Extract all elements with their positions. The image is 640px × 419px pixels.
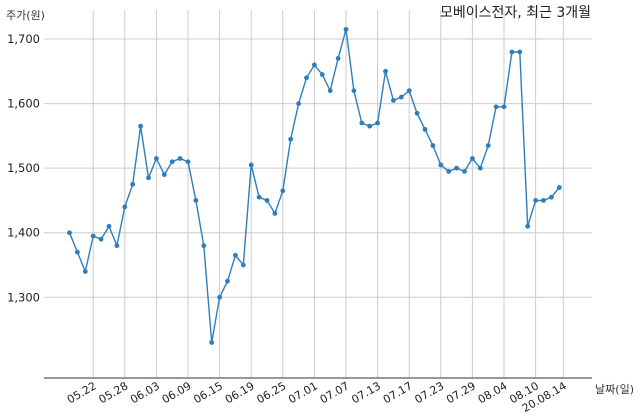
data-point	[272, 210, 278, 216]
data-point	[288, 136, 294, 142]
data-point	[161, 172, 167, 178]
data-point	[122, 204, 128, 210]
x-tick-label: 07.23	[413, 379, 447, 406]
data-point	[280, 188, 286, 194]
vertical-gridlines	[92, 10, 564, 378]
data-point	[383, 68, 388, 74]
data-point	[90, 233, 96, 239]
y-tick-label: 1,600	[7, 97, 40, 111]
data-point	[422, 127, 428, 132]
x-tick-label: 07.07	[318, 379, 352, 406]
data-point	[446, 169, 452, 174]
data-point	[477, 165, 483, 171]
data-point	[264, 198, 270, 203]
data-point	[454, 165, 459, 171]
data-point	[343, 26, 349, 32]
y-tick-label: 1,500	[7, 161, 40, 175]
data-point	[217, 294, 223, 300]
x-tick-label: 08.04	[476, 379, 510, 406]
x-tick-label: 07.01	[286, 379, 320, 406]
data-point	[406, 88, 412, 94]
data-point	[525, 223, 531, 229]
data-point	[509, 49, 515, 55]
data-point	[193, 198, 199, 203]
data-point	[414, 110, 420, 116]
x-tick-label: 06.19	[223, 379, 257, 406]
data-point	[485, 143, 491, 148]
data-point	[517, 49, 523, 55]
x-tick-label: 06.09	[160, 379, 194, 406]
y-tick-label: 1,300	[7, 290, 40, 304]
data-point	[98, 236, 104, 242]
x-tick-label: 06.03	[128, 379, 162, 406]
chart-title: 모베이스전자, 최근 3개월	[440, 5, 591, 21]
data-point	[375, 120, 380, 126]
x-tick-label: 07.29	[444, 379, 478, 406]
y-tick-label: 1,700	[7, 32, 40, 46]
x-axis-label: 날짜(일)	[595, 382, 634, 396]
x-tick-label: 05.28	[97, 379, 131, 406]
y-tick-label: 1,400	[7, 226, 40, 240]
data-point	[225, 278, 230, 284]
data-point	[106, 223, 112, 229]
data-point	[533, 198, 538, 203]
data-point	[114, 243, 120, 249]
data-point	[327, 88, 333, 94]
data-point	[154, 156, 159, 161]
data-point	[130, 181, 136, 187]
data-point	[359, 120, 365, 126]
data-point	[493, 104, 499, 110]
y-axis-tick-labels: 1,300 1,400 1,500 1,600 1,700	[7, 32, 40, 304]
data-point	[319, 72, 325, 77]
x-tick-label: 05.22	[65, 379, 99, 406]
data-point	[549, 194, 554, 200]
data-point	[335, 56, 341, 61]
data-point	[240, 262, 246, 268]
data-point	[169, 159, 175, 165]
x-tick-label: 07.17	[381, 379, 415, 406]
data-point	[312, 62, 317, 68]
data-point	[67, 230, 72, 236]
y-axis-label: 주가(원)	[6, 9, 45, 22]
data-point	[201, 243, 207, 249]
data-point	[351, 88, 357, 94]
data-point	[248, 162, 254, 168]
data-point	[146, 175, 151, 181]
data-point	[438, 162, 444, 168]
data-point	[367, 123, 373, 129]
data-point	[556, 185, 562, 190]
data-point	[430, 143, 436, 148]
x-axis-tick-labels: 05.2205.2806.0306.0906.1506.1906.2507.01…	[65, 379, 569, 415]
data-point	[75, 249, 80, 255]
data-point	[398, 94, 404, 100]
data-point	[82, 269, 88, 274]
data-point	[391, 97, 396, 103]
price-series-points	[67, 26, 562, 345]
data-point	[462, 169, 467, 174]
data-point	[138, 123, 144, 129]
x-tick-label: 06.15	[191, 379, 225, 406]
data-point	[470, 156, 475, 161]
data-point	[177, 156, 183, 161]
horizontal-gridlines	[44, 38, 592, 298]
data-point	[185, 159, 191, 165]
data-point	[209, 340, 215, 345]
data-point	[541, 198, 546, 203]
data-point	[501, 104, 507, 110]
data-point	[256, 194, 262, 200]
data-point	[296, 101, 301, 107]
data-point	[304, 75, 309, 81]
data-point	[233, 252, 238, 258]
x-tick-label: 06.25	[255, 379, 289, 406]
x-tick-label: 07.13	[349, 379, 383, 406]
